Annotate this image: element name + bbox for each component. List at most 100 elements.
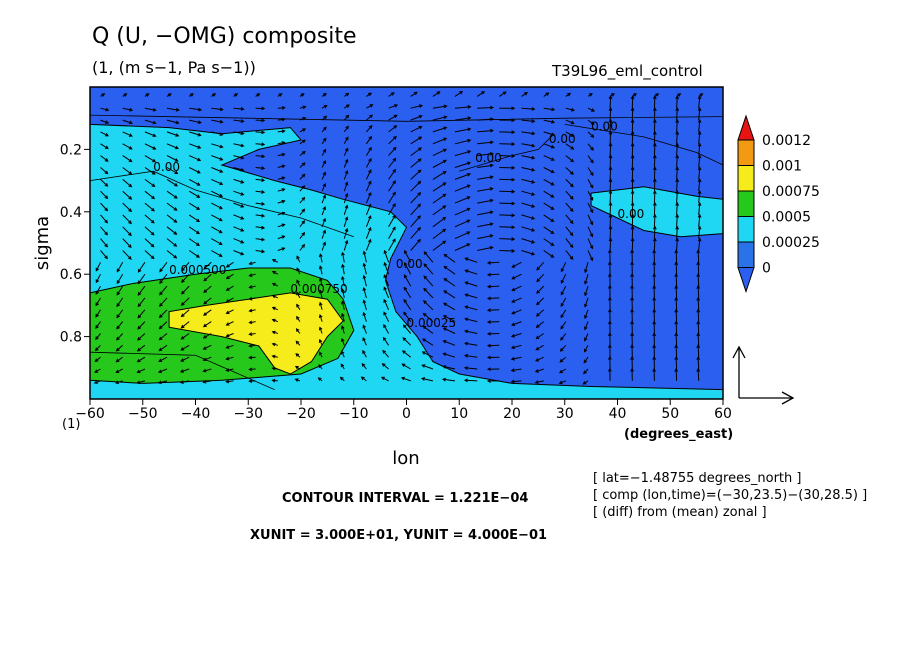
wind-vector-234 bbox=[299, 185, 306, 192]
wind-vector-489 bbox=[521, 250, 536, 256]
wind-vector-142 bbox=[203, 285, 212, 293]
wind-vector-466 bbox=[486, 272, 500, 277]
wind-vector-456 bbox=[499, 154, 516, 158]
wind-vector-316 bbox=[362, 262, 367, 275]
wind-vector-656 bbox=[675, 142, 680, 156]
wind-vector-540 bbox=[560, 262, 567, 273]
wind-vector-583 bbox=[608, 166, 613, 180]
wind-vector-224 bbox=[271, 366, 278, 371]
wind-vector-362 bbox=[410, 215, 421, 228]
wind-vector-322 bbox=[362, 337, 367, 346]
wind-vector-16 bbox=[95, 273, 101, 284]
wind-vector-205 bbox=[277, 141, 286, 145]
wind-vector-442 bbox=[464, 281, 478, 287]
wind-vector-552 bbox=[587, 107, 596, 112]
wind-vector-249 bbox=[294, 365, 301, 370]
wind-vector-17 bbox=[95, 285, 101, 295]
wind-vector-519 bbox=[535, 309, 545, 317]
wind-vector-467 bbox=[486, 284, 500, 289]
wind-vector-215 bbox=[271, 259, 279, 263]
wind-vector-188 bbox=[255, 237, 266, 242]
wind-vector-114 bbox=[188, 250, 200, 258]
wind-vector-104 bbox=[189, 131, 202, 137]
wind-vector-271 bbox=[318, 326, 323, 334]
wind-vector-229 bbox=[299, 128, 307, 133]
wind-vector-72 bbox=[136, 344, 146, 352]
wind-vector-33 bbox=[122, 179, 133, 188]
wind-vector-343 bbox=[383, 286, 390, 299]
wind-vector-446 bbox=[464, 329, 478, 334]
wind-vector-323 bbox=[362, 349, 367, 358]
wind-vector-565 bbox=[584, 262, 589, 274]
wind-vector-634 bbox=[652, 178, 657, 192]
wind-vector-180 bbox=[255, 142, 266, 147]
wind-vector-450 bbox=[463, 378, 478, 383]
wind-vector-666 bbox=[674, 261, 679, 275]
wind-vector-341 bbox=[383, 261, 390, 275]
wind-vector-697 bbox=[696, 332, 701, 346]
wind-vector-98 bbox=[158, 356, 168, 362]
wind-vector-478 bbox=[521, 119, 536, 124]
wind-vector-54 bbox=[144, 131, 157, 137]
wind-vector-56 bbox=[144, 155, 157, 163]
wind-vector-496 bbox=[510, 333, 522, 338]
wind-vector-639 bbox=[652, 237, 657, 251]
contour-line-2 bbox=[89, 170, 354, 238]
wind-vector-506 bbox=[543, 155, 555, 161]
wind-vector-491 bbox=[511, 273, 522, 280]
wind-vector-160 bbox=[233, 202, 245, 208]
wind-vector-570 bbox=[584, 321, 589, 331]
unit-vector-scale: XUNIT = 3.000E+01, YUNIT = 4.000E−01 bbox=[250, 528, 548, 543]
wind-vector-594 bbox=[608, 296, 612, 310]
wind-vector-311 bbox=[365, 203, 372, 216]
wind-vector-80 bbox=[166, 143, 179, 150]
wind-vector-425 bbox=[441, 377, 456, 382]
wind-vector-99 bbox=[157, 368, 168, 374]
wind-vector-385 bbox=[432, 193, 447, 204]
wind-vector-528 bbox=[565, 119, 575, 125]
wind-vector-228 bbox=[299, 117, 307, 121]
wind-vector-161 bbox=[233, 214, 245, 220]
wind-vector-113 bbox=[188, 238, 200, 246]
wind-vector-525 bbox=[534, 380, 544, 384]
wind-vector-518 bbox=[536, 297, 545, 306]
wind-vector-202 bbox=[277, 106, 286, 110]
wind-vector-121 bbox=[180, 333, 190, 340]
wind-vector-538 bbox=[565, 238, 574, 249]
wind-vector-212 bbox=[277, 223, 286, 228]
wind-vector-279 bbox=[343, 125, 349, 133]
wind-vector-629 bbox=[652, 118, 657, 132]
wind-vector-241 bbox=[296, 267, 301, 275]
wind-vector-640 bbox=[652, 249, 657, 263]
wind-vector-207 bbox=[277, 164, 286, 169]
wind-vector-305 bbox=[365, 135, 372, 145]
wind-vector-256 bbox=[321, 148, 327, 156]
wind-vector-453 bbox=[499, 118, 516, 123]
colorbar-segment-2 bbox=[737, 165, 755, 192]
wind-vector-475 bbox=[486, 379, 500, 383]
wind-vector-189 bbox=[255, 249, 266, 254]
wind-vector-172 bbox=[225, 344, 234, 349]
wind-vector-577 bbox=[608, 95, 613, 109]
wind-vector-436 bbox=[477, 210, 494, 216]
wind-vector-110 bbox=[188, 202, 201, 210]
wind-vector-315 bbox=[362, 250, 367, 263]
wind-vector-319 bbox=[362, 299, 367, 310]
wind-vector-199 bbox=[248, 367, 256, 372]
wind-vector-672 bbox=[674, 332, 679, 346]
wind-vector-417 bbox=[443, 278, 456, 287]
wind-vector-265 bbox=[318, 253, 323, 263]
wind-vector-560 bbox=[587, 202, 594, 214]
wind-vector-266 bbox=[318, 265, 323, 275]
wind-vector-443 bbox=[464, 293, 478, 299]
wind-vector-35 bbox=[122, 202, 133, 213]
y-tick-label-3: 0.6 bbox=[60, 267, 82, 283]
wind-vector-77 bbox=[166, 107, 180, 112]
x-tick-label-13: 60 bbox=[714, 406, 732, 422]
wind-vector-630 bbox=[652, 130, 657, 144]
wind-vector-327 bbox=[388, 104, 399, 109]
wind-vector-377 bbox=[432, 104, 448, 109]
wind-vector-118 bbox=[180, 297, 190, 306]
wind-vector-434 bbox=[477, 187, 494, 192]
wind-vector-42 bbox=[116, 285, 124, 296]
